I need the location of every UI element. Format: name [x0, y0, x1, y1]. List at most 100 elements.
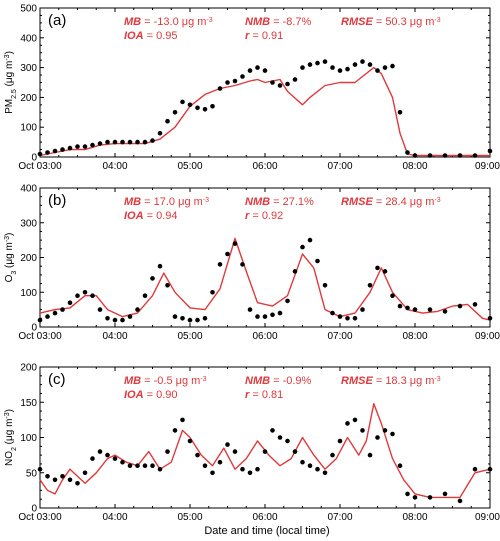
- observation-point: [127, 463, 133, 469]
- observation-point: [195, 452, 200, 458]
- observation-point: [165, 283, 170, 288]
- observation-point: [187, 317, 193, 323]
- observation-point: [277, 310, 283, 316]
- y-tick-label: 0: [31, 153, 37, 164]
- x-tick-label: 04:00: [102, 512, 127, 523]
- stat-nmb-label: NMB: [245, 375, 270, 387]
- y-axis-label-part: 2: [11, 447, 18, 451]
- observation-point: [60, 474, 65, 479]
- observation-point: [345, 421, 350, 426]
- observation-point: [352, 316, 358, 321]
- observation-point: [405, 305, 410, 311]
- panel-label: (a): [48, 12, 66, 29]
- observation-point: [52, 148, 58, 154]
- observation-point: [187, 438, 193, 444]
- observation-point: [292, 77, 298, 82]
- observation-point: [135, 307, 140, 312]
- observation-point: [390, 63, 395, 69]
- observation-point: [210, 470, 215, 476]
- observation-point: [82, 290, 88, 295]
- observation-point: [75, 144, 80, 149]
- stat-r-value: = 0.81: [249, 389, 283, 401]
- observation-point: [315, 60, 320, 66]
- plot-frame: [39, 187, 491, 328]
- y-axis-label-part: -3: [4, 54, 11, 60]
- model-series-line: [39, 237, 491, 321]
- observation-point: [262, 68, 268, 73]
- stat-rmse-label: RMSE: [341, 16, 373, 28]
- observation-point: [382, 428, 388, 433]
- observation-point: [240, 262, 245, 267]
- stat-nmb-value: = -8.7%: [270, 16, 311, 28]
- observation-point: [112, 139, 118, 145]
- observation-point: [247, 307, 253, 312]
- observation-point: [412, 495, 418, 500]
- observation-point: [247, 68, 253, 73]
- observation-point: [457, 303, 463, 309]
- stat-rmse-exp: -3: [434, 197, 440, 204]
- observation-point: [142, 293, 148, 299]
- observation-point: [397, 110, 403, 115]
- stat-r-label: r: [245, 389, 250, 401]
- observation-point: [270, 428, 275, 433]
- observation-point: [262, 449, 268, 454]
- observation-point: [142, 139, 148, 145]
- panel-b: 0 100 200 300 400 Oct 03:00 04:00 05:00 06:00 07:…: [4, 184, 500, 343]
- observation-point: [240, 466, 245, 472]
- y-tick-label: 400: [20, 184, 37, 195]
- observation-point: [187, 102, 193, 108]
- observation-point: [202, 463, 208, 469]
- x-tick-label: 06:00: [252, 331, 277, 342]
- observation-point: [397, 463, 403, 469]
- stat-rmse-value: = 50.3 μg m: [373, 16, 435, 28]
- observation-point: [255, 314, 260, 319]
- observation-point: [247, 470, 253, 476]
- observation-point: [352, 62, 358, 67]
- stats-row-1: MB = -13.0 μg m-3 NMB = -8.7% RMSE = 50.3 …: [124, 16, 441, 28]
- observation-point: [82, 470, 88, 476]
- observation-point: [255, 466, 260, 472]
- x-tick-label: 06:00: [252, 161, 277, 172]
- observation-point: [202, 316, 208, 321]
- observation-point: [105, 452, 110, 458]
- observation-point: [82, 144, 88, 149]
- observation-point: [375, 68, 380, 73]
- observation-point: [322, 59, 328, 64]
- x-tick-label: Oct 03:00: [18, 161, 62, 172]
- y-tick-label: 500: [20, 4, 37, 15]
- stats-row-2: IOA = 0.95 r = 0.91: [124, 30, 283, 42]
- y-axis-label-part: (μg m: [4, 61, 15, 90]
- observation-point: [105, 316, 110, 321]
- stat-r-label: r: [245, 30, 250, 42]
- y-tick-label: 200: [20, 363, 37, 374]
- stat-rmse-value: = 18.3 μg m: [373, 375, 435, 387]
- observation-point: [157, 263, 163, 269]
- observation-point: [352, 417, 358, 423]
- observation-point: [337, 68, 343, 73]
- y-axis-label: PM2.5 (μg m-3): [4, 51, 18, 114]
- panel-c: 0 50 100 150 200 Oct 03:00 04:00 05:00 06:00 07:0…: [4, 363, 500, 524]
- stat-rmse-label: RMSE: [341, 196, 373, 208]
- stat-mb-value: = 17.0 μg m: [141, 196, 203, 208]
- observation-point: [165, 449, 170, 454]
- observation-point: [195, 317, 200, 323]
- observation-point: [270, 80, 275, 85]
- stat-mb-label: MB: [124, 16, 141, 28]
- stat-rmse-value: = 28.4 μg m: [373, 196, 435, 208]
- y-tick-label: 200: [20, 93, 37, 104]
- y-tick-label: 300: [20, 63, 37, 74]
- x-tick-label: 05:00: [177, 512, 202, 523]
- observation-point: [90, 293, 95, 299]
- observation-point: [487, 316, 493, 321]
- observation-point: [157, 466, 163, 472]
- y-axis-label-part: ): [4, 233, 15, 236]
- observation-point: [172, 428, 178, 433]
- observation-point: [360, 428, 365, 433]
- panel-a: 0 100 200 300 400 500 Oct 03:00 04:00 05:00 06:00…: [4, 4, 500, 173]
- x-tick-label: Oct 03:00: [18, 331, 62, 342]
- observation-point: [105, 139, 110, 145]
- panel-label: (b): [48, 192, 66, 209]
- observation-point: [97, 449, 103, 454]
- observation-point: [240, 74, 245, 79]
